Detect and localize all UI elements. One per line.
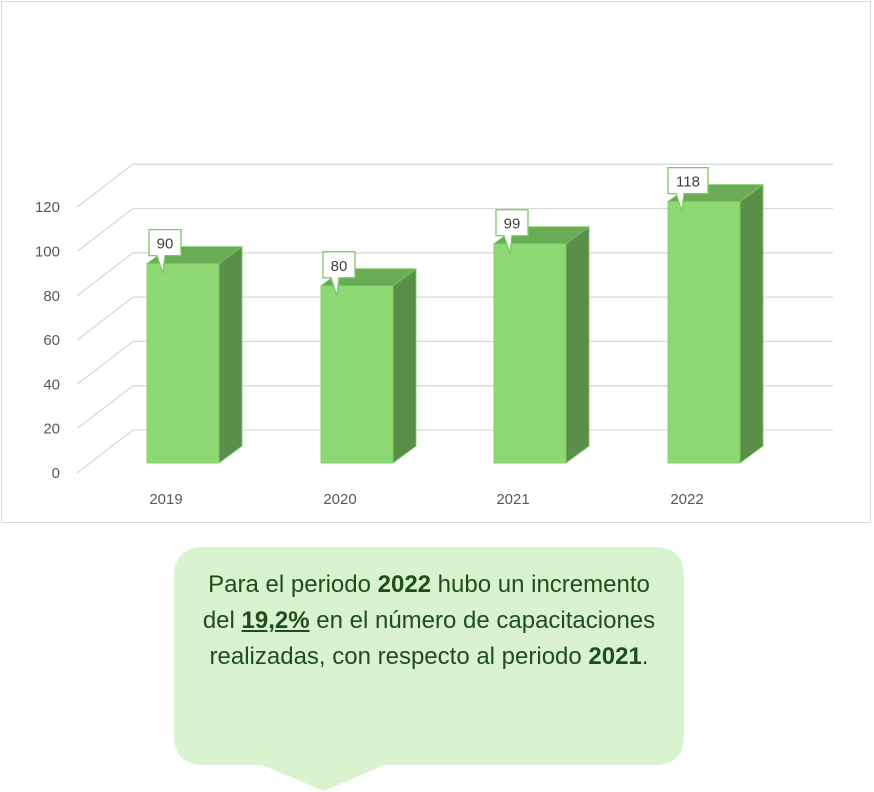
callout-note: Para el periodo 2022 hubo un incremento …	[174, 547, 684, 792]
x-tick-label: 2021	[496, 491, 529, 508]
data-label: 99	[504, 216, 521, 233]
x-tick-label: 2019	[149, 491, 182, 508]
gridline-diag	[76, 207, 134, 253]
bar-side-2020	[392, 268, 417, 464]
callout-percent: 19,2%	[241, 607, 310, 634]
bar-side-2022	[739, 183, 764, 464]
gridline-diag	[76, 340, 134, 385]
gridline-diag	[76, 429, 134, 474]
data-label-box	[322, 251, 356, 297]
data-label: 118	[676, 174, 700, 191]
callout-year-2022: 2022	[377, 571, 432, 598]
bar-side-2021	[565, 225, 590, 464]
bar-2019	[146, 263, 220, 464]
gridline-diag	[76, 252, 134, 297]
data-label: 90	[157, 236, 174, 253]
x-tick-label: 2022	[670, 491, 703, 508]
gridline-diag	[76, 296, 134, 341]
callout-shape	[174, 547, 684, 791]
bar-side-2019	[218, 245, 243, 464]
y-tick-label: 20	[43, 421, 60, 438]
y-tick-label: 40	[43, 376, 60, 393]
data-label: 80	[331, 258, 348, 275]
y-tick-label: 0	[52, 465, 60, 482]
chart-frame: 0 20 40 60 80 100 120 2019 90 2020 80 2021 99 2022 118	[1, 1, 871, 523]
y-tick-label: 80	[43, 288, 60, 305]
gridline-diag	[76, 385, 134, 430]
data-label-box	[667, 166, 709, 212]
callout-text: Para el periodo 2022 hubo un incremento …	[202, 571, 656, 670]
data-label-box	[495, 209, 529, 254]
y-tick-label: 60	[43, 332, 60, 349]
bar-2021	[493, 243, 567, 464]
y-tick-label: 100	[35, 244, 60, 261]
bar-2020	[320, 285, 394, 464]
y-tick-label: 120	[35, 199, 60, 216]
bar-2022	[667, 201, 741, 464]
bar-chart: 0 20 40 60 80 100 120 2019 90 2020 80 2021 99 2022 118	[35, 163, 833, 508]
gridline-diag	[76, 163, 134, 208]
x-tick-label: 2020	[323, 491, 356, 508]
data-label-box	[148, 229, 182, 274]
callout-year-2021: 2021	[588, 643, 642, 670]
